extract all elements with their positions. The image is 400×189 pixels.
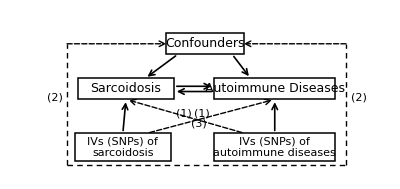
Text: IVs (SNPs) of
sarcoidosis: IVs (SNPs) of sarcoidosis xyxy=(88,136,158,158)
FancyBboxPatch shape xyxy=(214,133,335,161)
FancyBboxPatch shape xyxy=(78,78,174,99)
Text: Autoimmune Diseases: Autoimmune Diseases xyxy=(205,82,345,95)
FancyBboxPatch shape xyxy=(75,133,171,161)
Text: (2): (2) xyxy=(351,92,366,102)
Text: (1): (1) xyxy=(194,109,210,119)
Text: (2): (2) xyxy=(46,92,62,102)
FancyBboxPatch shape xyxy=(166,33,244,54)
Text: (1): (1) xyxy=(176,109,191,119)
FancyBboxPatch shape xyxy=(214,78,335,99)
Text: (3): (3) xyxy=(191,119,207,129)
Text: Confounders: Confounders xyxy=(165,37,245,50)
Text: Sarcoidosis: Sarcoidosis xyxy=(90,82,161,95)
Text: IVs (SNPs) of
autoimmune diseases: IVs (SNPs) of autoimmune diseases xyxy=(213,136,336,158)
